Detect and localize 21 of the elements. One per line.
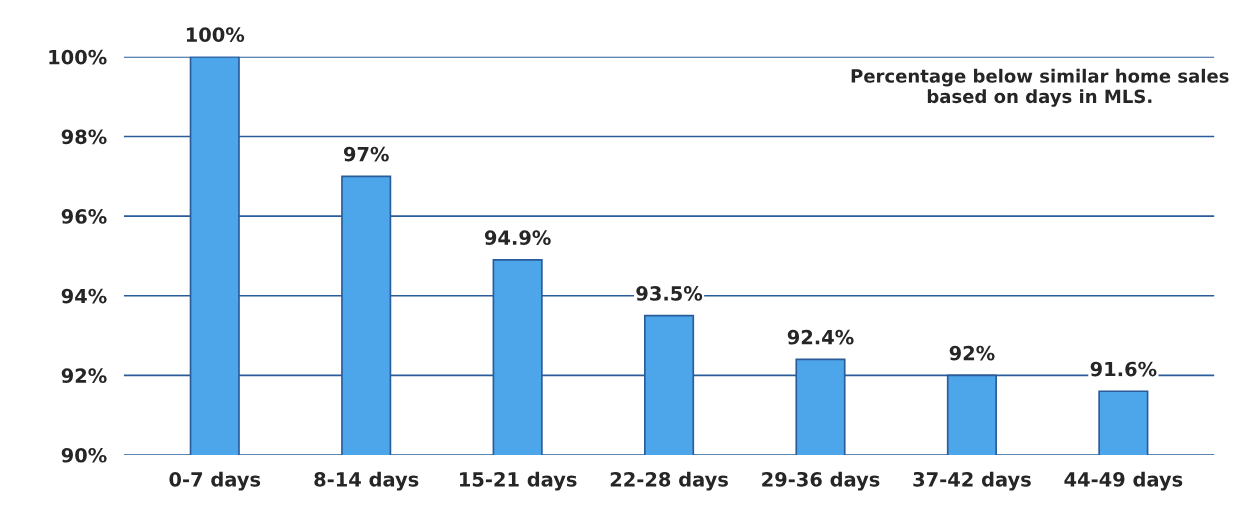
y-tick-label: 96%	[61, 209, 107, 224]
x-tick-label: 22-28 days	[610, 471, 728, 491]
x-tick-label: 8-14 days	[314, 471, 419, 491]
data-label: 91.6%	[1090, 361, 1157, 377]
y-tick-label: 98%	[61, 129, 107, 145]
x-tick-label: 15-21 days	[460, 471, 577, 491]
data-label: 92.4%	[787, 329, 854, 345]
y-tick-label: 100%	[49, 49, 107, 65]
y-tick-label: 92%	[61, 368, 107, 384]
annotation: Percentage below similar home sales based on days in MLS.	[851, 68, 1229, 107]
data-label: 93.5%	[636, 286, 703, 301]
data-label: 97%	[343, 146, 389, 162]
x-tick-label: 0-7 days	[169, 471, 261, 491]
x-tick-label: 29-36 days	[762, 471, 880, 491]
x-tick-label: 44-49 days	[1064, 471, 1183, 491]
y-tick-label: 90%	[61, 447, 107, 463]
y-tick-label: 94%	[61, 288, 107, 304]
data-label: 100%	[186, 27, 245, 42]
x-tick-label: 37-42 days	[913, 471, 1031, 491]
data-label: 92%	[949, 345, 995, 361]
data-label: 94.9%	[484, 230, 551, 246]
